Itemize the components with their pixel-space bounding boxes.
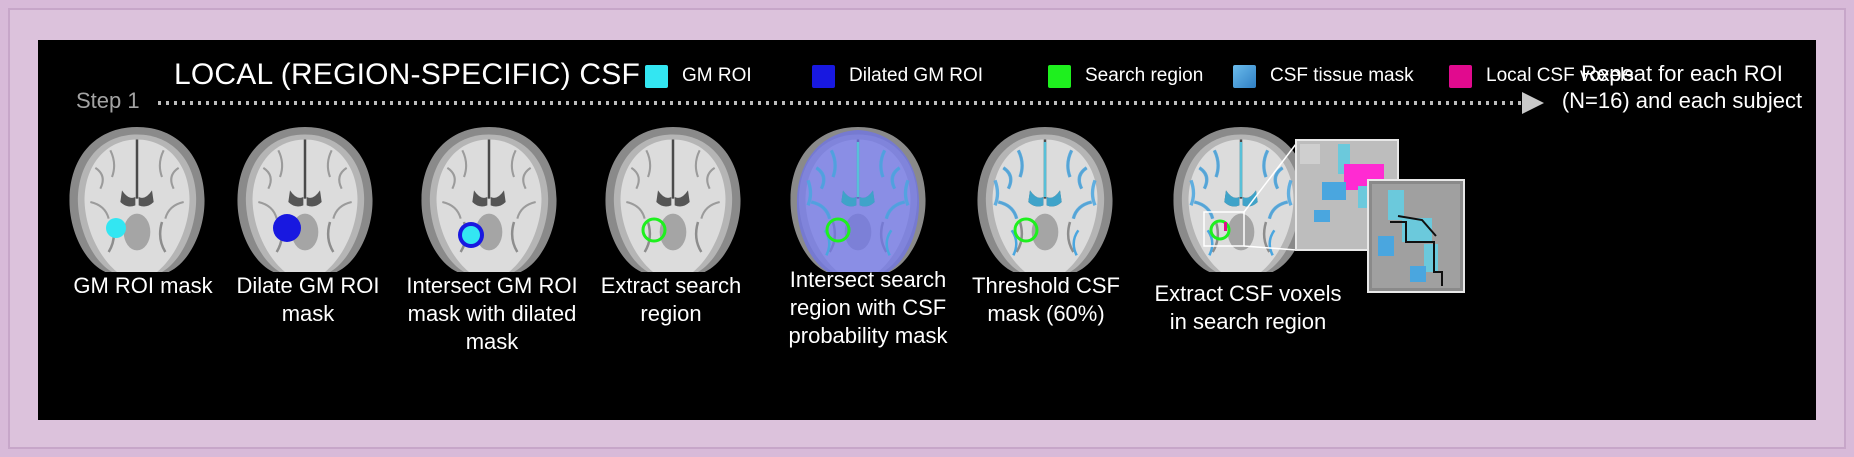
step-caption-extract-search: Extract search region [600, 273, 742, 326]
step-caption-extract-csf: Extract CSF voxels in search region [1154, 281, 1342, 334]
step-caption-intersect-csf: Intersect search region with CSF probabi… [788, 267, 948, 348]
legend-swatch-search-region [1048, 64, 1071, 88]
brain-image-extract-csf [1166, 122, 1316, 272]
brain-image-threshold [970, 122, 1120, 272]
step-caption-gm-roi: GM ROI mask [73, 273, 213, 298]
legend-swatch-gm-roi [645, 64, 668, 88]
brain-image-csf-probability [783, 122, 933, 272]
brain-image-dilated-roi [230, 122, 380, 272]
gm-roi-marker [106, 218, 126, 238]
legend-item-csf-tissue-mask: CSF tissue mask [1233, 62, 1414, 90]
legend-swatch-dilated-gm-roi [812, 64, 835, 88]
legend-label: GM ROI [682, 65, 752, 86]
step-caption-threshold: Threshold CSF mask (60%) [972, 273, 1120, 326]
legend-item-gm-roi: GM ROI [645, 62, 752, 90]
brain-image-gm-roi [62, 122, 212, 272]
search-region-ring [641, 217, 667, 243]
legend-swatch-csf-tissue-mask [1233, 64, 1256, 88]
legend-label: Dilated GM ROI [849, 65, 984, 86]
zoom-inset-2 [1367, 179, 1465, 293]
step-caption-intersect: Intersect GM ROI mask with dilated mask [406, 273, 578, 354]
search-region-ring [1013, 217, 1039, 243]
legend-item-local-csf-voxels: Local CSF voxels [1449, 62, 1634, 90]
legend-label: Local CSF voxels [1486, 65, 1634, 86]
repeat-note: Repeat for each ROI (N=16) and each subj… [1561, 61, 1803, 113]
gm-roi-core [462, 226, 480, 244]
figure-panel: LOCAL (REGION-SPECIFIC) CSF GM ROI Dilat… [38, 40, 1816, 420]
step-label: Step 1 [76, 88, 140, 113]
legend-label: Search region [1085, 65, 1204, 86]
search-region-ring [1209, 219, 1231, 241]
dilated-roi-marker [273, 214, 301, 242]
search-region-ring [825, 217, 851, 243]
legend-item-dilated-gm-roi: Dilated GM ROI [812, 62, 983, 90]
legend-label: CSF tissue mask [1270, 65, 1414, 86]
legend-item-search-region: Search region [1048, 62, 1203, 90]
step-caption-dilate: Dilate GM ROI mask [236, 273, 380, 326]
step-arrow-head [1522, 92, 1544, 114]
brain-image-search-region [598, 122, 748, 272]
figure-title: LOCAL (REGION-SPECIFIC) CSF [174, 58, 641, 91]
zoom-box [1203, 211, 1245, 247]
brain-image-intersect [414, 122, 564, 272]
legend-swatch-local-csf-voxels [1449, 64, 1472, 88]
brain-images [62, 122, 1465, 293]
step-arrow [158, 92, 1544, 114]
